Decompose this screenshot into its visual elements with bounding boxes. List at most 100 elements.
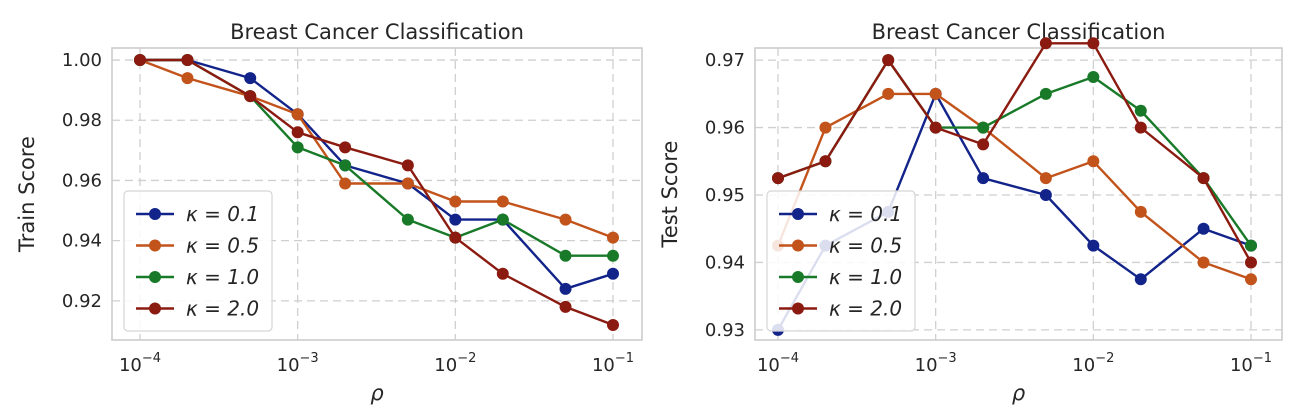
legend-swatch-marker <box>792 208 804 220</box>
x-tick-label: 10−4 <box>119 351 161 376</box>
x-tick-base: 10 <box>277 355 300 376</box>
data-point <box>181 54 194 67</box>
legend-label: κ = 1.0 <box>829 265 902 289</box>
x-tick-label: 10−4 <box>757 351 799 376</box>
data-point <box>1197 222 1210 235</box>
data-point <box>772 172 784 185</box>
data-point <box>559 249 572 262</box>
data-point <box>1197 256 1210 269</box>
legend-label: κ = 0.1 <box>829 202 902 226</box>
data-point <box>882 87 895 100</box>
chart-panel-2: Breast Cancer Classification 0.93 0.94 0.95… <box>658 20 1283 405</box>
data-point <box>1087 37 1100 50</box>
x-tick-base: 10 <box>119 355 142 376</box>
y-tick-label: 1.00 <box>62 50 102 71</box>
data-point <box>1039 189 1052 202</box>
data-point <box>1039 172 1052 185</box>
y-tick-label: 0.97 <box>705 50 745 71</box>
x-tick-base: 10 <box>434 355 457 376</box>
data-point <box>449 195 462 208</box>
y-tick-label: 0.94 <box>62 231 102 252</box>
data-point <box>244 72 257 85</box>
legend-label: κ = 2.0 <box>829 297 902 321</box>
data-point <box>819 121 832 134</box>
data-point <box>339 159 352 172</box>
data-point <box>977 121 990 134</box>
data-point <box>1197 172 1210 185</box>
data-point <box>1245 273 1257 286</box>
x-tick-label: 10−2 <box>1072 351 1114 376</box>
chart-panel-1: Breast Cancer Classification 0.92 0.94 0.96… <box>15 20 643 405</box>
x-axis-label: ρ <box>1012 381 1026 405</box>
data-point <box>1039 87 1052 100</box>
legend-label: κ = 1.0 <box>186 265 259 289</box>
y-tick-label: 0.96 <box>62 170 102 191</box>
legend-swatch-marker <box>792 271 804 283</box>
data-point <box>929 121 942 134</box>
y-axis-label: Train Score <box>15 136 39 253</box>
legend: κ = 0.1 κ = 0.5 κ = 1.0 κ = 2.0 <box>766 190 916 332</box>
x-tick-label: 10−3 <box>915 351 957 376</box>
x-tick-exponent: −2 <box>457 351 476 366</box>
chart-title: Breast Cancer Classification <box>230 20 524 44</box>
legend-box <box>123 190 273 332</box>
data-point <box>1134 205 1147 218</box>
data-point <box>496 195 509 208</box>
data-point <box>607 267 619 280</box>
data-point <box>291 141 304 154</box>
data-point <box>401 177 414 190</box>
x-tick-label: 10−1 <box>1230 351 1272 376</box>
legend-label: κ = 2.0 <box>186 297 259 321</box>
legend: κ = 0.1 κ = 0.5 κ = 1.0 κ = 2.0 <box>123 190 273 332</box>
y-tick-label: 0.93 <box>705 320 745 341</box>
data-point <box>607 231 619 244</box>
x-tick-label: 10−1 <box>592 351 634 376</box>
data-point <box>134 54 146 67</box>
plot-frame <box>754 47 1283 341</box>
data-point <box>291 126 304 139</box>
y-tick-label: 0.95 <box>705 185 745 206</box>
data-point <box>1245 239 1257 252</box>
x-tick-exponent: −3 <box>300 351 319 366</box>
x-tick-exponent: −3 <box>938 351 957 366</box>
y-tick-label: 0.98 <box>62 110 102 131</box>
data-point <box>181 72 194 85</box>
x-tick-base: 10 <box>757 355 780 376</box>
x-tick-exponent: −4 <box>780 351 799 366</box>
x-tick-exponent: −2 <box>1095 351 1114 366</box>
data-point <box>449 231 462 244</box>
legend-label: κ = 0.1 <box>186 202 259 226</box>
data-point <box>401 213 414 226</box>
data-point <box>559 282 572 295</box>
data-point <box>496 213 509 226</box>
series-line <box>140 58 614 290</box>
legend-swatch-marker <box>792 239 804 252</box>
data-point <box>929 87 942 100</box>
data-point <box>607 249 619 262</box>
legend-box <box>766 190 916 332</box>
data-point <box>291 108 304 121</box>
data-point <box>819 155 832 168</box>
series-4 <box>772 37 1257 269</box>
x-tick-base: 10 <box>592 355 615 376</box>
chart-title: Breast Cancer Classification <box>872 20 1166 44</box>
x-tick-exponent: −4 <box>142 351 161 366</box>
data-point <box>607 318 619 331</box>
y-tick-label: 0.92 <box>62 291 102 312</box>
y-axis-label: Test Score <box>658 141 682 249</box>
legend-swatch-marker <box>149 302 161 315</box>
data-point <box>1087 155 1100 168</box>
data-point <box>559 300 572 313</box>
x-tick-base: 10 <box>915 355 938 376</box>
data-point <box>882 54 895 67</box>
data-point <box>496 267 509 280</box>
x-tick-base: 10 <box>1072 355 1095 376</box>
x-tick-label: 10−2 <box>434 351 476 376</box>
legend-label: κ = 0.5 <box>186 234 259 258</box>
data-point <box>1087 70 1100 83</box>
legend-swatch-marker <box>149 239 161 252</box>
legend-label: κ = 0.5 <box>829 234 902 258</box>
legend-swatch-marker <box>792 302 804 315</box>
x-tick-exponent: −1 <box>615 351 634 366</box>
